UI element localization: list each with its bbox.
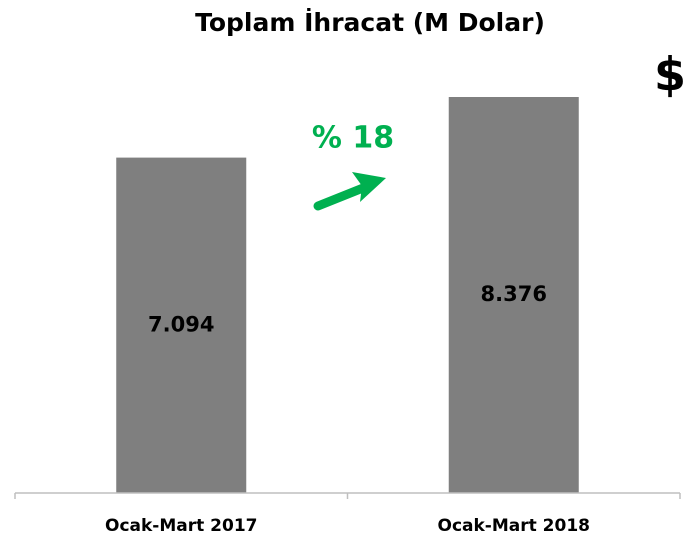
growth-arrow [313,172,386,211]
dollar-sign: $ [654,48,686,102]
bar [448,97,579,493]
chart-title: Toplam İhracat (M Dolar) [195,7,545,37]
x-tick-label: Ocak-Mart 2017 [105,516,258,536]
bar [116,157,247,493]
arrow-shaft [313,181,373,211]
value-label: 8.376 [481,282,547,306]
value-label: 7.094 [148,312,214,336]
growth-label: % 18 [312,121,394,156]
x-tick-label: Ocak-Mart 2018 [438,516,591,536]
arrow-head [352,172,386,202]
